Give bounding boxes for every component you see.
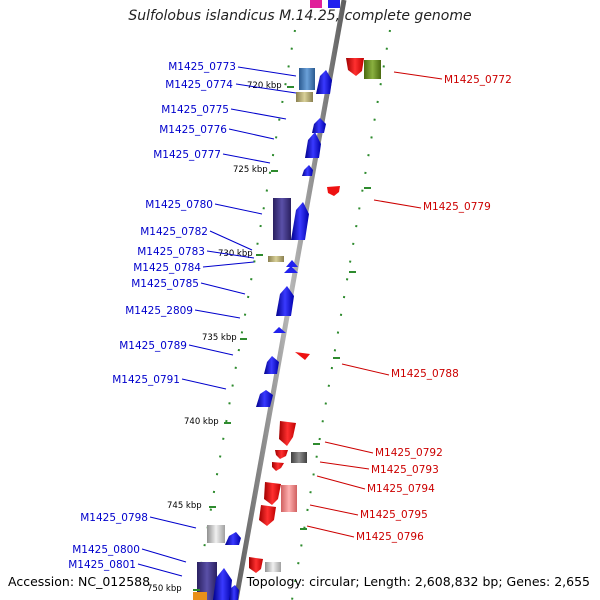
gene-bottom-red-arrow — [249, 557, 263, 573]
feature-top-blue — [328, 0, 340, 8]
gene-0776-arrow — [305, 132, 321, 158]
gene-0791-arrow — [256, 390, 273, 407]
kbp-label-725: 725 kbp — [233, 165, 268, 175]
gene-0795-box — [281, 485, 297, 512]
outer-guide-track — [291, 29, 391, 600]
kbp-label-730: 730 kbp — [218, 249, 253, 259]
kbp-label-740: 740 kbp — [184, 417, 219, 427]
gene-0798-box — [207, 525, 225, 543]
gene-label-M1425_0784[interactable]: M1425_0784 — [133, 262, 201, 274]
gene-label-M1425_0793[interactable]: M1425_0793 — [371, 464, 439, 476]
gene-0784-arrow-b — [284, 266, 298, 273]
feature-top-pink — [310, 0, 322, 8]
gene-label-M1425_0779[interactable]: M1425_0779 — [423, 201, 491, 213]
gene-0794-arrow — [272, 462, 284, 471]
gene-0795-arrow — [264, 482, 281, 505]
gene-0796-arrow — [259, 505, 276, 526]
map-title: Sulfolobus islandicus M.14.25, complete … — [128, 8, 472, 24]
gene-label-M1425_2809[interactable]: M1425_2809 — [125, 305, 193, 317]
gene-0792-arrow — [279, 421, 296, 446]
accession-label: Accession: NC_012588 — [8, 574, 151, 589]
gene-0789-arrow — [264, 356, 279, 374]
gene-0772-box — [364, 60, 381, 79]
gene-0788-arrow — [295, 352, 310, 360]
gene-0780-box — [273, 198, 291, 240]
gene-label-M1425_0782[interactable]: M1425_0782 — [140, 226, 208, 238]
gene-0793-box — [291, 452, 307, 463]
gene-label-M1425_0776[interactable]: M1425_0776 — [159, 124, 227, 136]
gene-0793-arrow — [275, 450, 288, 459]
gene-0772-arrow — [346, 58, 364, 76]
kbp-label-735: 735 kbp — [202, 333, 237, 343]
gene-0773-box — [299, 68, 315, 90]
gene-label-M1425_0788[interactable]: M1425_0788 — [391, 368, 459, 380]
gene-0774-arrow — [316, 70, 332, 94]
gene-bottom-orange — [193, 592, 207, 600]
gene-2809-arrow — [273, 327, 286, 333]
gene-label-M1425_0795[interactable]: M1425_0795 — [360, 509, 428, 521]
gene-label-M1425_0780[interactable]: M1425_0780 — [145, 199, 213, 211]
topology-label: Topology: circular; Length: 2,608,832 bp… — [246, 574, 590, 589]
gene-label-M1425_0791[interactable]: M1425_0791 — [112, 374, 180, 386]
gene-0777-arrow — [302, 165, 313, 176]
gene-label-M1425_0792[interactable]: M1425_0792 — [375, 447, 443, 459]
gene-label-M1425_0774[interactable]: M1425_0774 — [165, 79, 233, 91]
gene-0801-arrow — [213, 568, 232, 600]
gene-label-M1425_0785[interactable]: M1425_0785 — [131, 278, 199, 290]
gene-label-M1425_0801[interactable]: M1425_0801 — [68, 559, 136, 571]
gene-0775-arrow — [312, 118, 326, 133]
gene-label-M1425_0800[interactable]: M1425_0800 — [72, 544, 140, 556]
gene-0784-arrow-a — [286, 260, 298, 267]
gene-label-M1425_0794[interactable]: M1425_0794 — [367, 483, 435, 495]
gene-label-M1425_0772[interactable]: M1425_0772 — [444, 74, 512, 86]
gene-0785-arrow — [276, 286, 294, 316]
gene-label-M1425_0798[interactable]: M1425_0798 — [80, 512, 148, 524]
gene-label-M1425_0773[interactable]: M1425_0773 — [168, 61, 236, 73]
gene-0798-arrow — [225, 532, 241, 545]
kbp-label-745: 745 kbp — [167, 501, 202, 511]
gene-0780-arrow — [291, 202, 309, 240]
gene-label-M1425_0777[interactable]: M1425_0777 — [153, 149, 221, 161]
inner-guide-track — [194, 29, 296, 600]
gene-bottom-arrow — [229, 585, 239, 600]
gene-label-M1425_0796[interactable]: M1425_0796 — [356, 531, 424, 543]
gene-0774-box — [296, 92, 313, 102]
gene-bottom-light-box — [265, 562, 281, 572]
gene-0800-box — [197, 562, 217, 600]
gene-label-M1425_0789[interactable]: M1425_0789 — [119, 340, 187, 352]
gene-label-M1425_0783[interactable]: M1425_0783 — [137, 246, 205, 258]
gene-label-M1425_0775[interactable]: M1425_0775 — [161, 104, 229, 116]
gene-0779-arrow — [327, 186, 340, 196]
kbp-label-750: 750 kbp — [147, 584, 182, 594]
gene-0783-box — [268, 256, 284, 262]
kbp-label-720: 720 kbp — [247, 81, 282, 91]
